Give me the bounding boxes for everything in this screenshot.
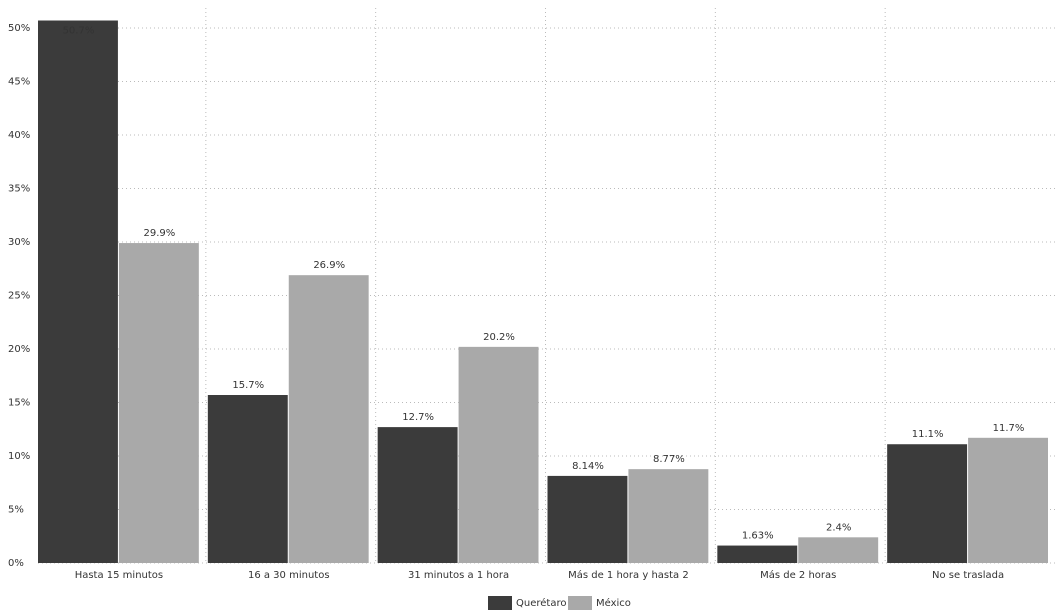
value-label: 8.14%	[572, 461, 604, 472]
value-label: 2.4%	[826, 522, 851, 533]
value-label: 26.9%	[313, 260, 345, 271]
y-tick-label: 30%	[8, 237, 30, 248]
y-tick-label: 0%	[8, 558, 24, 569]
bar	[628, 469, 709, 563]
bar	[968, 437, 1048, 563]
bar	[288, 275, 369, 563]
value-label: 8.77%	[653, 454, 685, 465]
y-tick-label: 15%	[8, 398, 30, 409]
x-tick-label: No se traslada	[932, 570, 1004, 581]
bar	[798, 537, 879, 563]
bar	[377, 427, 458, 563]
legend-label: Querétaro	[516, 597, 566, 609]
bar	[38, 20, 118, 563]
value-label: 12.7%	[402, 412, 434, 423]
value-label: 1.63%	[742, 531, 774, 542]
value-label: 11.1%	[912, 429, 944, 440]
legend-label: México	[596, 597, 631, 609]
bar	[207, 395, 288, 563]
x-tick-label: Hasta 15 minutos	[75, 570, 163, 581]
bar	[887, 444, 968, 563]
value-label: 20.2%	[483, 332, 515, 343]
y-tick-label: 10%	[8, 451, 30, 462]
x-tick-label: Más de 2 horas	[760, 569, 836, 581]
y-tick-label: 35%	[8, 184, 30, 195]
y-tick-label: 5%	[8, 505, 24, 516]
y-tick-label: 45%	[8, 77, 30, 88]
legend-swatch	[488, 596, 512, 610]
y-tick-label: 25%	[8, 291, 30, 302]
value-label: 50.7%	[63, 26, 95, 37]
x-tick-label: 31 minutos a 1 hora	[408, 570, 509, 581]
bar	[547, 475, 628, 563]
bar	[458, 346, 539, 563]
value-label: 29.9%	[143, 228, 175, 239]
y-tick-label: 40%	[8, 130, 30, 141]
value-label: 11.7%	[993, 423, 1025, 434]
bar	[118, 243, 199, 563]
y-tick-label: 20%	[8, 344, 30, 355]
bar	[717, 545, 798, 563]
y-tick-label: 50%	[8, 23, 30, 34]
x-tick-label: Más de 1 hora y hasta 2	[568, 569, 689, 581]
value-label: 15.7%	[232, 380, 264, 391]
legend-swatch	[568, 596, 592, 610]
x-tick-label: 16 a 30 minutos	[248, 570, 330, 581]
